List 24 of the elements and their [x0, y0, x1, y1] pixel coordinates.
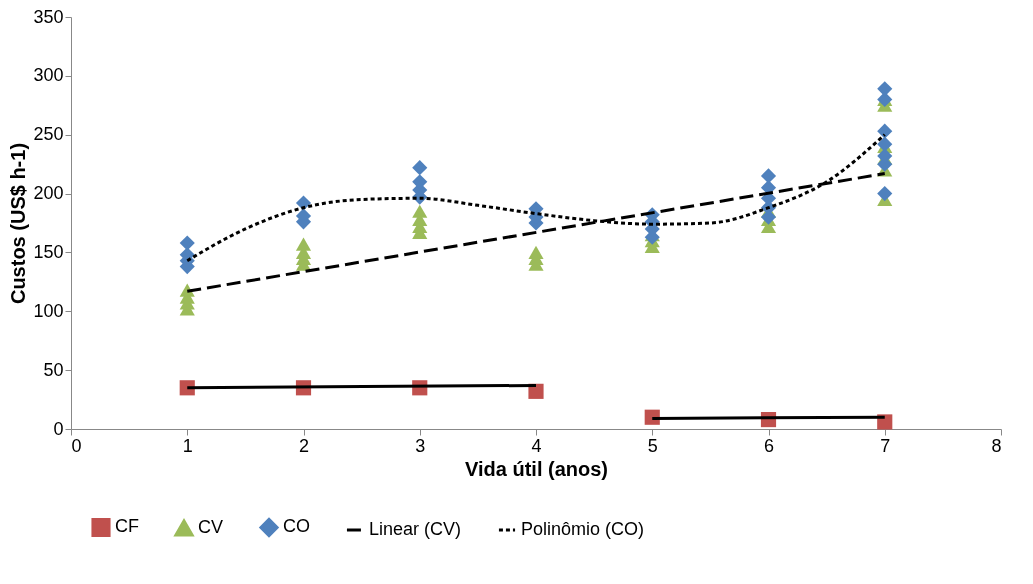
y-tick-label: 250 — [33, 124, 64, 145]
legend-label: Polinômio (CO) — [521, 519, 645, 539]
x-tick-label: 6 — [763, 435, 775, 456]
legend-label: CV — [198, 517, 224, 538]
x-tick-label: 2 — [298, 435, 310, 456]
y-tick-label: 150 — [33, 241, 64, 262]
legend-label: Linear (CV) — [369, 519, 462, 539]
legend-label: CO — [283, 516, 310, 537]
y-tick-label: 350 — [33, 6, 64, 27]
x-tick-label: 7 — [880, 435, 891, 456]
x-tick-label: 3 — [415, 435, 426, 456]
x-tick-label: 0 — [71, 435, 82, 456]
y-tick-label: 300 — [33, 65, 64, 86]
y-tick-label: 100 — [33, 300, 64, 321]
x-tick-label: 5 — [647, 435, 658, 456]
y-axis-title: Custos (US$ h-1) — [7, 142, 30, 305]
x-axis-title: Vida útil (anos) — [465, 457, 608, 480]
x-tick-label: 1 — [182, 435, 193, 456]
x-tick-label: 8 — [991, 435, 1002, 456]
legend-label: CF — [115, 516, 139, 537]
y-tick-label: 200 — [33, 183, 64, 204]
x-tick-label: 4 — [531, 435, 542, 456]
y-tick-label: 50 — [43, 359, 64, 380]
y-tick-label: 0 — [53, 418, 64, 439]
